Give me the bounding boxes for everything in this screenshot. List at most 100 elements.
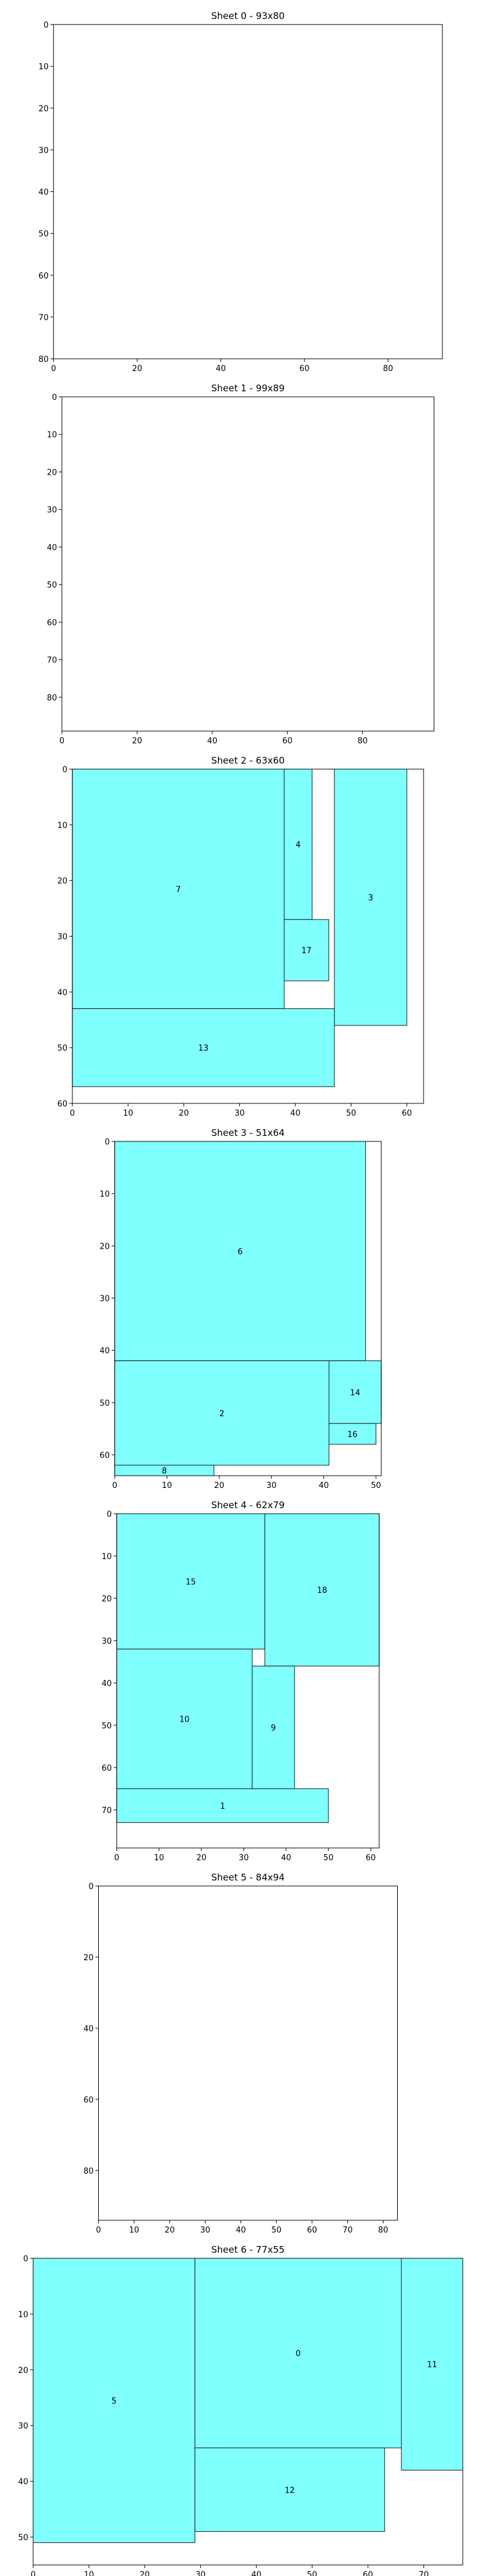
y-tick-label: 0 [88,1882,93,1892]
y-tick-label: 80 [47,694,57,703]
x-tick-label: 20 [164,2226,175,2235]
piece-label-16: 16 [347,1430,358,1439]
y-tick-label: 0 [107,1510,112,1519]
y-tick-label: 60 [57,1100,68,1109]
x-tick-label: 0 [112,1481,117,1490]
x-tick-label: 0 [60,737,64,746]
piece-rect-5 [33,2258,196,2543]
y-tick-label: 40 [47,543,57,553]
y-tick-label: 0 [44,21,48,30]
x-tick-label: 30 [195,2570,206,2576]
y-tick-label: 50 [102,1722,112,1731]
x-tick-label: 10 [129,2226,139,2235]
y-tick-label: 20 [83,1953,94,1963]
y-tick-label: 60 [47,618,57,627]
x-tick-label: 20 [140,2570,150,2576]
piece-label-9: 9 [271,1723,276,1733]
y-tick-label: 40 [39,188,49,197]
x-tick-label: 0 [51,364,56,374]
y-tick-label: 50 [18,2534,28,2543]
axes-frame [116,1513,380,1849]
x-tick-label: 60 [307,2226,317,2235]
piece-label-11: 11 [427,2361,438,2370]
y-tick-label: 20 [47,468,57,477]
sheet-title: Sheet 5 - 84x94 [211,1872,285,1883]
x-tick-label: 0 [31,2570,36,2576]
x-tick-label: 20 [196,1853,207,1863]
axes-frame [98,1885,398,2221]
y-tick-label: 20 [57,877,68,886]
piece-rect-1 [116,1788,329,1823]
y-tick-label: 30 [102,1637,112,1646]
x-tick-label: 60 [282,737,293,746]
axes-frame [114,1141,382,1476]
x-tick-label: 60 [300,364,310,374]
x-tick-label: 20 [132,737,142,746]
y-tick-label: 60 [99,1451,110,1460]
x-tick-label: 70 [342,2226,353,2235]
x-tick-label: 50 [271,2226,282,2235]
x-tick-label: 20 [132,364,142,374]
x-tick-label: 20 [179,1109,189,1118]
y-tick-label: 10 [99,1190,110,1199]
y-tick-label: 60 [102,1764,112,1773]
piece-label-0: 0 [296,2350,301,2359]
sheet-title: Sheet 1 - 99x89 [211,383,285,394]
y-tick-label: 30 [39,146,49,155]
x-tick-label: 50 [323,1853,334,1863]
y-tick-label: 0 [52,393,57,402]
y-tick-label: 50 [39,230,49,239]
y-tick-label: 60 [83,2096,94,2105]
y-tick-label: 20 [39,104,49,113]
piece-label-4: 4 [296,841,301,850]
piece-label-1: 1 [220,1802,225,1811]
piece-label-15: 15 [186,1577,196,1587]
x-tick-label: 40 [215,364,226,374]
y-tick-label: 30 [99,1294,110,1303]
x-tick-label: 10 [154,1853,164,1863]
y-tick-label: 20 [99,1242,110,1251]
piece-rect-18 [265,1513,380,1666]
y-tick-label: 80 [39,355,49,364]
y-tick-label: 10 [18,2310,28,2320]
y-tick-label: 40 [83,2025,94,2034]
piece-label-12: 12 [285,2486,295,2495]
x-tick-label: 60 [402,1109,412,1118]
x-tick-label: 40 [251,2570,261,2576]
y-tick-label: 70 [47,656,57,665]
y-tick-label: 10 [47,431,57,440]
x-tick-label: 10 [162,1481,172,1490]
piece-rect-9 [252,1665,295,1789]
sheet-title: Sheet 4 - 62x79 [211,1500,285,1511]
y-tick-label: 0 [23,2255,28,2264]
y-tick-label: 0 [63,765,68,775]
x-tick-label: 50 [307,2570,317,2576]
sheet-title: Sheet 0 - 93x80 [211,10,285,21]
sheet-panel-5: Sheet 5 - 84x94 0 10 20 30 40 50 60 70 80 0 20 40 60 8… [83,1872,398,2235]
sheet-title: Sheet 6 - 77x55 [211,2244,285,2255]
piece-rect-14 [328,1360,382,1424]
x-tick-label: 80 [378,2226,389,2235]
x-tick-label: 20 [214,1481,225,1490]
y-tick-label: 50 [99,1399,110,1408]
y-tick-label: 10 [39,63,49,72]
x-tick-label: 50 [346,1109,357,1118]
sheet-panel-3: Sheet 3 - 51x64 6 2 14 16 8 0 10 20 30 40 50 0 10 20 30… [99,1127,382,1490]
x-tick-label: 40 [236,2226,246,2235]
axes-frame [61,396,435,732]
x-tick-label: 10 [123,1109,133,1118]
y-tick-label: 80 [83,2167,94,2176]
piece-label-14: 14 [350,1389,360,1398]
y-tick-label: 30 [47,506,57,515]
piece-rect-11 [401,2258,463,2471]
piece-rect-16 [328,1423,377,1445]
piece-rect-10 [116,1649,253,1789]
x-tick-label: 40 [207,737,218,746]
x-tick-label: 0 [96,2226,101,2235]
x-tick-label: 80 [357,737,368,746]
x-tick-label: 40 [290,1109,301,1118]
piece-label-10: 10 [179,1715,190,1725]
